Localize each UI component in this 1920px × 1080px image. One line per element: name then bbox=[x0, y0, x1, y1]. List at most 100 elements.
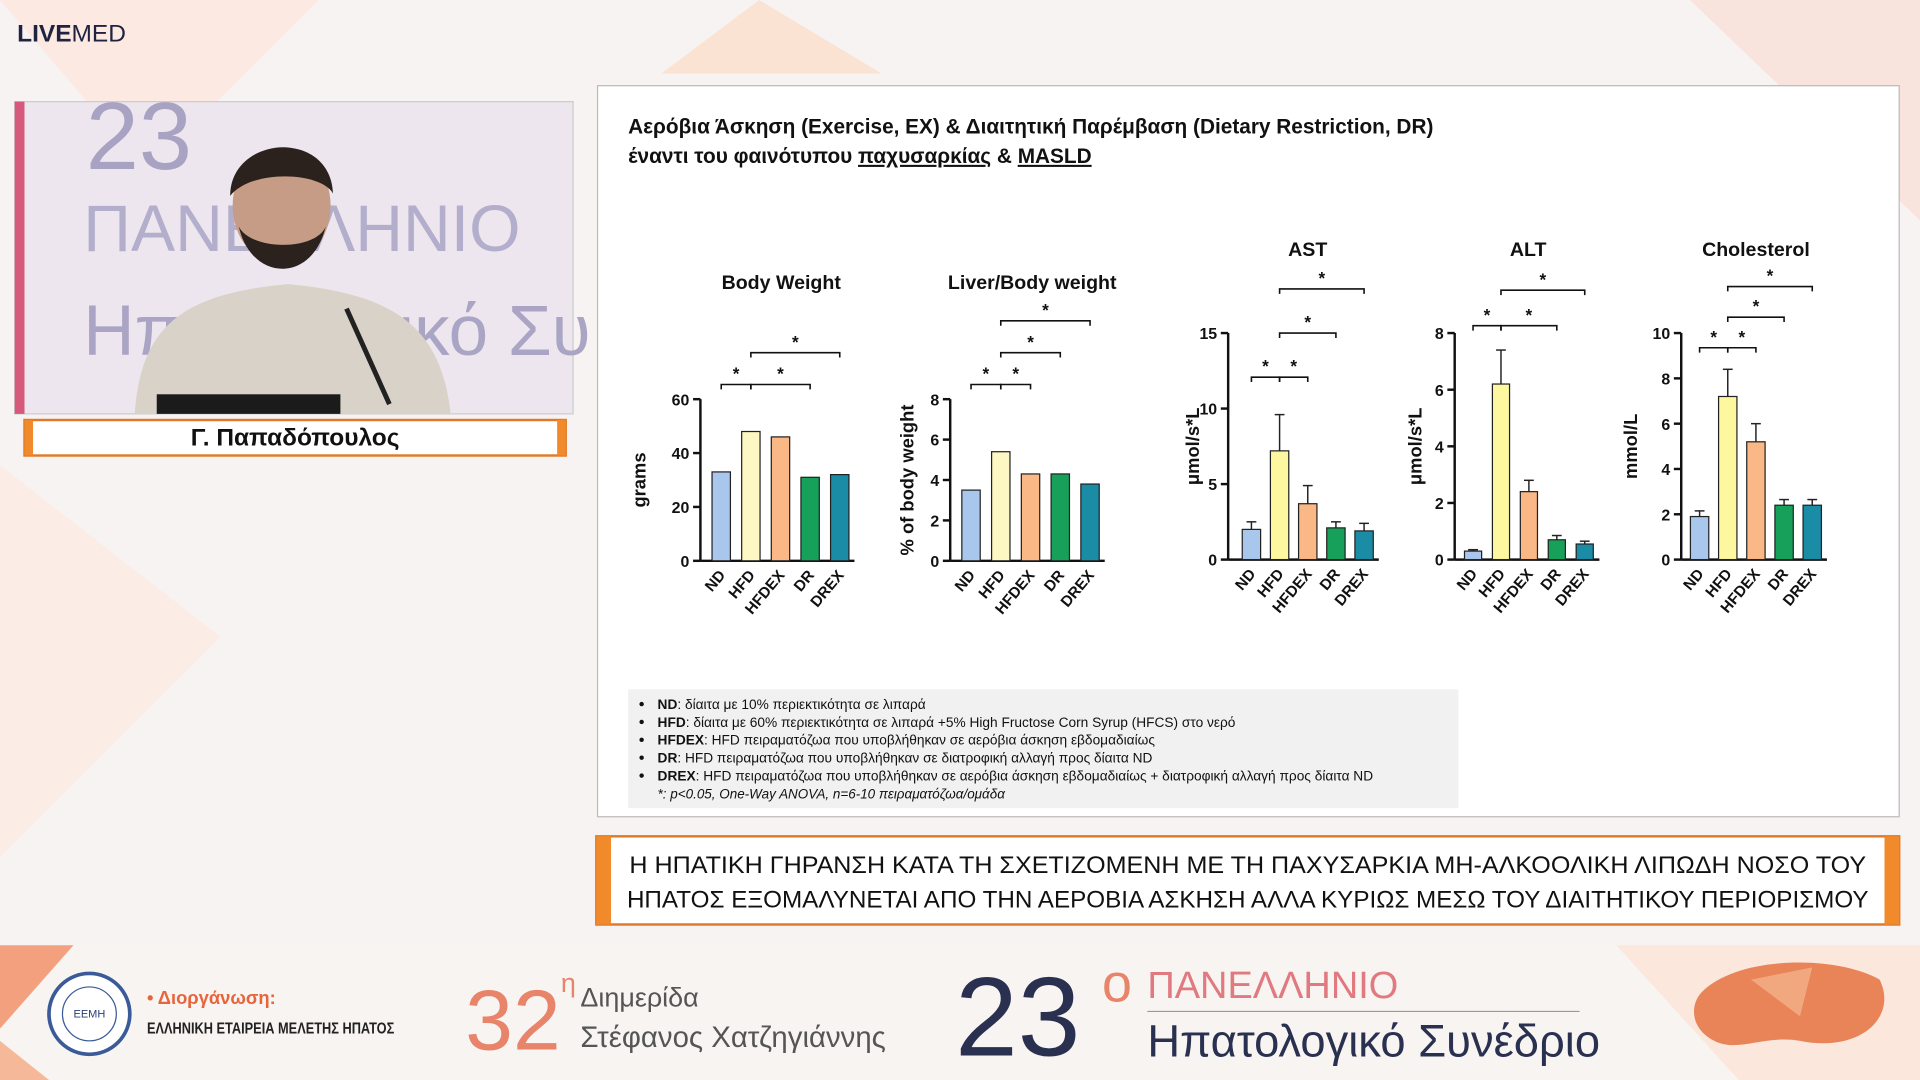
note: ND: δίαιτα με 10% περιεκτικότητα σε λιπα… bbox=[658, 697, 926, 712]
significance-bracket bbox=[1278, 376, 1309, 383]
significance-label: * bbox=[1042, 300, 1049, 320]
bar bbox=[1519, 491, 1539, 561]
y-axis-label: % of body weight bbox=[896, 405, 917, 556]
congress-line1: ΠΑΝΕΛΛΗΝΙΟ bbox=[1147, 965, 1398, 1007]
bar bbox=[1575, 543, 1594, 561]
y-tick-label: 0 bbox=[681, 554, 690, 571]
bar bbox=[770, 436, 791, 562]
significance-bracket bbox=[999, 351, 1062, 358]
y-tick-label: 0 bbox=[1435, 553, 1444, 570]
y-tick-label: 4 bbox=[930, 473, 939, 490]
y-tick-label: 6 bbox=[1435, 383, 1444, 400]
significance-bracket bbox=[1278, 332, 1337, 338]
meeting-number: 32 bbox=[465, 972, 560, 1068]
y-tick-label: 5 bbox=[1208, 477, 1217, 494]
note: DR: HFD πειραματόζωα που υποβλήθηκαν σε … bbox=[658, 751, 1153, 766]
bar bbox=[1547, 539, 1567, 561]
significance-bracket bbox=[999, 383, 1032, 390]
y-axis-label: μmol/s*L bbox=[1182, 408, 1203, 486]
note: DREX: HFD πειραματόζωα που υποβλήθηκαν σ… bbox=[658, 768, 1374, 783]
significance-bracket bbox=[999, 320, 1091, 326]
significance-bracket bbox=[1726, 285, 1814, 292]
bar bbox=[990, 451, 1011, 562]
y-axis-label: grams bbox=[628, 452, 649, 507]
note-text: : δίαιτα με 60% περιεκτικότητα σε λιπαρά… bbox=[686, 715, 1236, 730]
bar bbox=[711, 471, 732, 562]
speaker-body bbox=[134, 284, 451, 414]
title-term: παχυσαρκίας bbox=[858, 145, 991, 168]
significance-bracket bbox=[750, 351, 841, 358]
error-bar bbox=[1694, 510, 1705, 517]
note: HFDEX: HFD πειραματόζωα που υποβλήθηκαν … bbox=[658, 733, 1156, 748]
laptop bbox=[156, 394, 341, 414]
y-tick-label: 40 bbox=[672, 446, 690, 463]
y-tick-label: 2 bbox=[1435, 496, 1444, 513]
y-tick-label: 60 bbox=[672, 392, 690, 409]
banner-text: ΗΠΑΤΟΣ ΕΞΟΜΑΛΥΝΕΤΑΙ ΑΠΟ ΤΗΝ ΑΕΡΟΒΙΑ ΑΣΚΗ… bbox=[627, 886, 1869, 913]
banner-edge bbox=[1884, 836, 1900, 925]
footnote: *: p<0.05, One-Way ANOVA, n=6-10 πειραμα… bbox=[658, 786, 1006, 801]
significance-label: * bbox=[1484, 305, 1491, 325]
error-bar bbox=[1496, 349, 1506, 385]
title-term: MASLD bbox=[1018, 145, 1092, 168]
note-text: : HFD πειραματόζωα που υποβλήθηκαν σε αε… bbox=[704, 733, 1155, 748]
organizer-label: • Διοργάνωση: bbox=[147, 987, 276, 1008]
bar bbox=[741, 430, 761, 562]
footer-bg bbox=[0, 945, 1920, 1080]
brand-light: MED bbox=[72, 21, 126, 48]
significance-label: * bbox=[733, 364, 740, 384]
footer: ΕΕΜΗ • Διοργάνωση: ΕΛΛΗΝΙΚΗ ΕΤΑΙΡΕΙΑ ΜΕΛ… bbox=[0, 945, 1920, 1080]
bar bbox=[800, 476, 820, 562]
name-bar-edge bbox=[24, 420, 34, 456]
chart-title: Body Weight bbox=[722, 272, 842, 294]
y-tick-label: 20 bbox=[672, 500, 690, 517]
note-term: HFD bbox=[658, 715, 686, 730]
microphone bbox=[344, 307, 392, 406]
bar bbox=[1354, 530, 1374, 561]
y-tick-label: 8 bbox=[930, 392, 939, 409]
title-part: έναντι του φαινότυπου bbox=[628, 145, 852, 168]
backdrop-text: 23 bbox=[86, 84, 192, 190]
error-bar bbox=[1331, 521, 1341, 528]
name-bar bbox=[23, 418, 567, 457]
significance-label: * bbox=[1290, 356, 1297, 376]
y-tick-label: 10 bbox=[1653, 326, 1671, 343]
brand-bold: LIVE bbox=[17, 21, 71, 48]
error-bar bbox=[1551, 534, 1562, 540]
bullet bbox=[639, 773, 644, 778]
y-tick-label: 0 bbox=[930, 554, 939, 571]
chart-title: ALT bbox=[1510, 239, 1547, 261]
bar bbox=[1491, 383, 1511, 561]
significance-bracket bbox=[1500, 289, 1586, 296]
bar bbox=[1463, 550, 1483, 561]
title-part: & bbox=[997, 145, 1012, 168]
banner-text: Η ΗΠΑΤΙΚΗ ΓΗΡΑΝΣΗ ΚΑΤΑ ΤΗ ΣΧΕΤΙΖΟΜΕΝΗ ΜΕ… bbox=[629, 852, 1866, 879]
error-bar bbox=[1751, 422, 1761, 442]
notes-box bbox=[628, 689, 1459, 809]
brand-logo: LIVEMED bbox=[17, 21, 126, 48]
significance-label: * bbox=[1027, 332, 1034, 352]
y-tick-label: 6 bbox=[930, 433, 939, 450]
y-tick-label: 8 bbox=[1435, 326, 1444, 343]
y-tick-label: 4 bbox=[1661, 462, 1670, 479]
bar bbox=[1689, 515, 1710, 561]
video-edge bbox=[14, 101, 25, 414]
bg-shape bbox=[0, 0, 319, 172]
error-bar bbox=[1579, 540, 1590, 545]
speaker-name: Γ. Παπαδόπουλος bbox=[191, 425, 400, 452]
congress-number: 23 bbox=[955, 954, 1080, 1080]
footer-shape bbox=[0, 945, 74, 1029]
bar bbox=[1326, 527, 1346, 561]
y-tick-label: 0 bbox=[1208, 553, 1217, 570]
bg-shape bbox=[661, 0, 882, 74]
society-logo-ring bbox=[61, 986, 117, 1042]
y-tick-label: 6 bbox=[1661, 417, 1670, 434]
bullet bbox=[639, 719, 644, 725]
error-bar bbox=[1468, 548, 1478, 552]
note-term: DREX bbox=[658, 768, 697, 783]
bar bbox=[961, 489, 981, 562]
y-tick-label: 4 bbox=[1435, 439, 1444, 456]
bullet bbox=[639, 737, 644, 743]
